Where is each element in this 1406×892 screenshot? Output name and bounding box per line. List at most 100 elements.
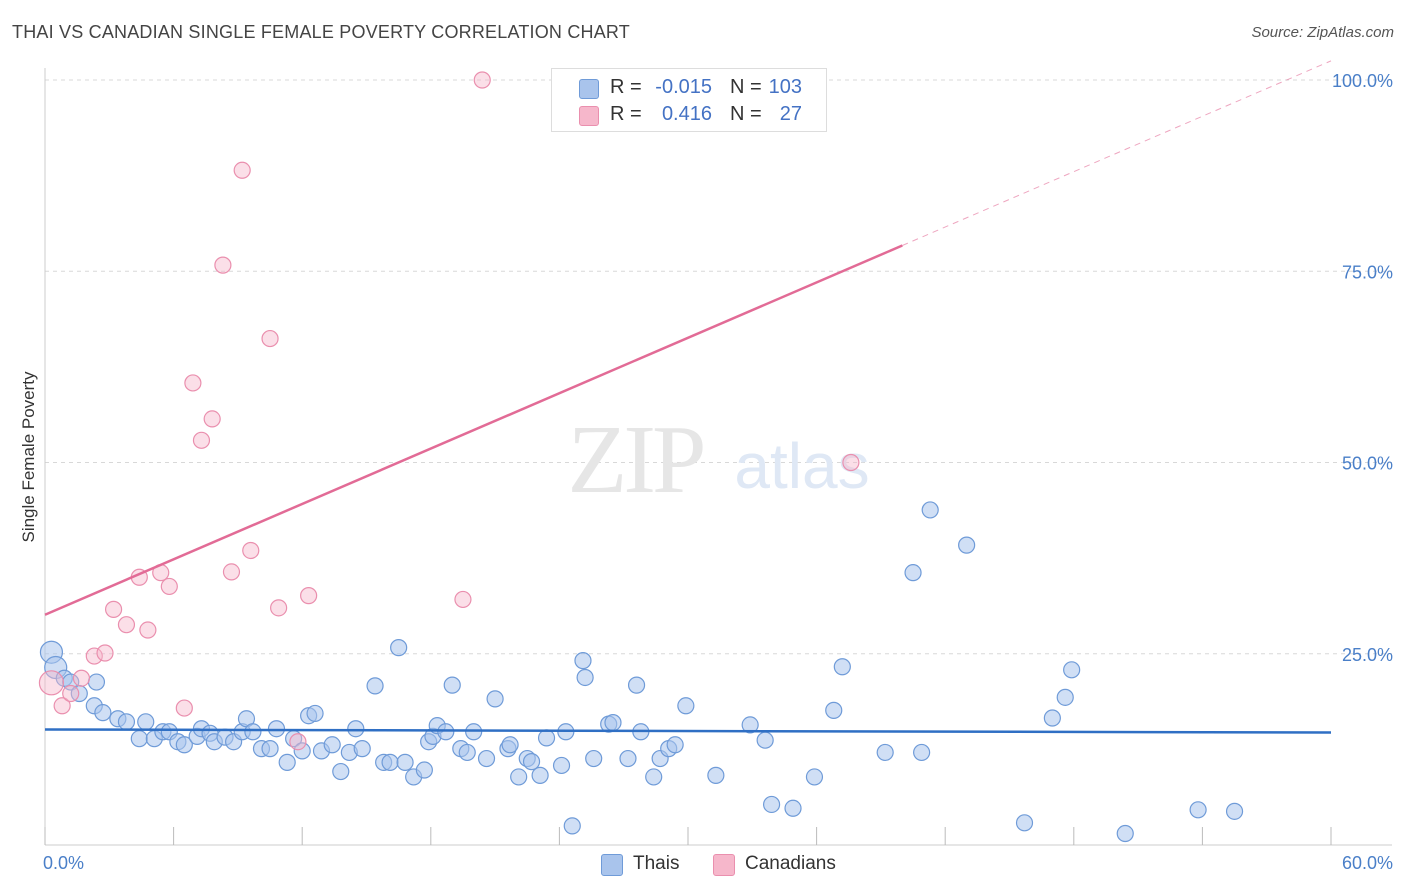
canadians-legend-swatch — [713, 854, 735, 876]
thais-point-86 — [825, 701, 843, 719]
thais-point-78 — [666, 736, 684, 754]
thais-point-96 — [1063, 661, 1081, 679]
thais-point-99 — [1225, 802, 1244, 820]
thais-point-94 — [1043, 709, 1061, 727]
thais-point-11 — [137, 713, 155, 731]
series-canadians-points — [38, 71, 860, 751]
thais-point-93 — [1015, 814, 1034, 832]
thais-point-87 — [833, 658, 851, 676]
thais-point-95 — [1056, 688, 1074, 706]
y-tick-label-0: 25.0% — [1342, 645, 1393, 665]
canadians-point-3 — [72, 669, 91, 687]
thais-point-61 — [522, 753, 541, 771]
thais-r-value: -0.015 — [655, 76, 712, 98]
thais-point-81 — [741, 716, 759, 734]
thais-point-27 — [261, 740, 279, 758]
thais-point-38 — [347, 720, 365, 738]
canadians-point-15 — [203, 410, 221, 428]
thais-point-82 — [756, 731, 774, 749]
thais-point-73 — [627, 676, 646, 694]
thais-point-31 — [293, 742, 311, 760]
thais-point-83 — [762, 795, 781, 814]
canadians-point-22 — [289, 733, 307, 751]
thais-n-label: N = — [730, 76, 762, 98]
canadians-trend-line — [44, 244, 903, 616]
canadians-point-11 — [160, 577, 178, 596]
thais-n-value: 103 — [768, 76, 802, 98]
series-thais-points — [39, 501, 1244, 843]
trend-lines — [44, 60, 1332, 734]
tick-labels: 25.0% 50.0% 75.0% 100.0% 0.0% 60.0% — [43, 71, 1393, 873]
canadians-point-21 — [270, 599, 288, 617]
canadians-point-1 — [53, 697, 71, 715]
thais-point-28 — [267, 720, 286, 738]
thais-point-59 — [510, 768, 528, 786]
thais-point-91 — [921, 501, 939, 519]
canadians-point-0 — [38, 670, 65, 696]
thais-point-9 — [117, 713, 136, 731]
thais-point-53 — [458, 743, 476, 762]
thais-point-64 — [552, 756, 571, 775]
thais-point-43 — [390, 639, 408, 657]
thais-point-63 — [537, 729, 556, 747]
thais-point-65 — [563, 817, 581, 835]
canadians-swatch — [579, 106, 599, 126]
thais-point-56 — [486, 690, 504, 708]
thais-point-51 — [443, 676, 461, 694]
source-label: Source: ZipAtlas.com — [1251, 24, 1394, 41]
thais-point-40 — [366, 677, 384, 695]
thais-point-7 — [94, 704, 112, 722]
watermark: ZIP atlas — [568, 406, 870, 514]
canadians-point-20 — [261, 329, 279, 348]
thais-point-5 — [87, 673, 106, 691]
chart-title: THAI VS CANADIAN SINGLE FEMALE POVERTY C… — [12, 22, 630, 42]
thais-point-10 — [130, 730, 148, 748]
canadians-point-2 — [62, 684, 80, 703]
canadians-point-23 — [300, 587, 318, 605]
y-tick-label-1: 50.0% — [1342, 454, 1393, 474]
thais-point-44 — [396, 753, 414, 771]
thais-point-36 — [332, 762, 350, 781]
canadians-point-7 — [117, 616, 136, 634]
thais-point-79 — [677, 697, 695, 715]
canadians-r-label: R = — [610, 103, 642, 125]
thais-point-89 — [904, 564, 922, 582]
thais-r-label: R = — [610, 76, 642, 98]
thais-point-35 — [323, 736, 341, 754]
watermark-zip: ZIP — [568, 406, 703, 514]
thais-point-42 — [381, 753, 399, 771]
thais-point-92 — [958, 536, 976, 554]
thais-point-97 — [1116, 824, 1134, 843]
thais-point-58 — [501, 736, 519, 754]
y-tick-label-2: 75.0% — [1342, 262, 1393, 282]
canadians-point-24 — [454, 590, 472, 609]
thais-point-71 — [604, 713, 622, 732]
canadians-point-6 — [104, 600, 123, 618]
thais-point-54 — [465, 723, 483, 741]
canadians-point-9 — [139, 621, 157, 639]
canadians-legend-label: Canadians — [745, 853, 836, 874]
series-legend: Thais Canadians — [0, 852, 1406, 878]
thais-point-80 — [707, 766, 725, 784]
thais-legend-swatch — [601, 854, 623, 876]
canadians-point-25 — [473, 71, 491, 89]
correlation-legend: R = -0.015 N = 103 R = 0.416 N = 27 — [551, 68, 827, 132]
thais-point-46 — [415, 761, 433, 779]
thais-point-33 — [306, 704, 324, 723]
thais-point-69 — [585, 749, 603, 768]
thais-point-62 — [531, 766, 549, 784]
canadians-n-label: N = — [730, 103, 762, 125]
canadians-point-14 — [192, 431, 211, 449]
y-axis-label: Single Female Poverty — [19, 371, 38, 543]
axes — [44, 68, 1392, 846]
thais-point-29 — [278, 753, 296, 771]
thais-point-90 — [913, 743, 931, 762]
canadians-point-5 — [96, 644, 114, 662]
canadians-trend-extension — [902, 60, 1332, 246]
thais-point-75 — [645, 768, 663, 786]
thais-point-25 — [244, 723, 262, 741]
canadians-point-19 — [242, 541, 260, 560]
thais-point-39 — [353, 740, 371, 758]
thais-swatch — [579, 79, 599, 99]
